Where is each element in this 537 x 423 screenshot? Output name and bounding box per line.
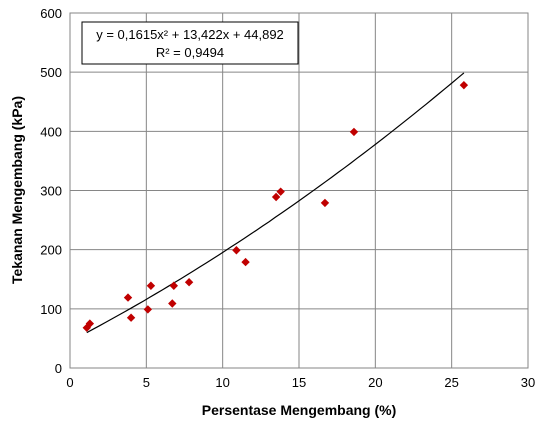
data-points [82, 80, 469, 332]
data-point-marker [85, 319, 95, 328]
data-point-marker [184, 278, 194, 287]
data-point-marker [143, 305, 153, 314]
data-point-marker [168, 299, 177, 308]
trendline [86, 72, 465, 334]
data-point-marker [349, 127, 359, 137]
equation-label: y = 0,1615x² + 13,422x + 44,892 [96, 27, 284, 42]
x-tick-label: 15 [292, 375, 306, 390]
x-tick-label: 5 [143, 375, 150, 390]
data-point-marker [276, 187, 285, 196]
y-tick-label: 600 [40, 6, 62, 21]
r-squared-label: R² = 0,9494 [156, 45, 224, 60]
data-point-marker [126, 313, 136, 322]
y-tick-label: 200 [40, 243, 62, 258]
data-point-marker [146, 281, 156, 290]
y-tick-label: 500 [40, 65, 62, 80]
x-tick-labels: 0 5 10 15 20 25 30 [66, 375, 535, 390]
x-axis-title: Persentase Mengembang (%) [202, 402, 397, 418]
data-point-marker [241, 257, 250, 267]
y-tick-label: 300 [40, 184, 62, 199]
y-axis-title: Tekanan Mengembang (kPa) [9, 96, 25, 284]
data-point-marker [169, 281, 179, 290]
y-tick-label: 0 [55, 361, 62, 376]
x-tick-label: 10 [215, 375, 229, 390]
x-tick-label: 0 [66, 375, 73, 390]
data-point-marker [271, 192, 281, 202]
equation-box [81, 21, 299, 65]
x-tick-label: 20 [368, 375, 382, 390]
data-point-marker [123, 293, 133, 302]
x-tick-label: 25 [444, 375, 458, 390]
y-tick-label: 100 [40, 302, 62, 317]
data-point-marker [459, 80, 469, 90]
y-tick-label: 400 [40, 124, 62, 139]
x-tick-label: 30 [521, 375, 535, 390]
data-point-marker [232, 246, 241, 255]
y-tick-labels: 0 100 200 300 400 500 600 [40, 6, 62, 376]
data-point-marker [320, 198, 330, 208]
